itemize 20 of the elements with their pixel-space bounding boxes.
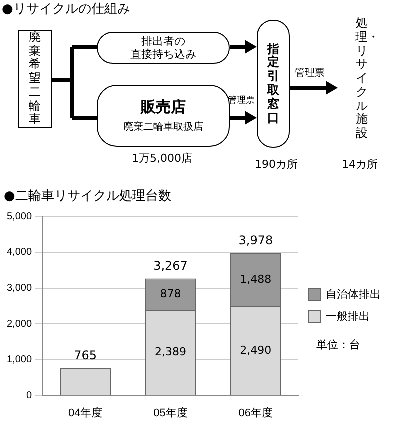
total-label: 3,978 bbox=[238, 233, 274, 248]
data-label: 2,490 bbox=[240, 344, 272, 357]
total-label: 3,267 bbox=[154, 258, 188, 273]
legend-label: 一般排出 bbox=[326, 310, 370, 324]
data-label: 2,389 bbox=[155, 346, 187, 359]
y-tick-label: 1,000 bbox=[6, 354, 32, 366]
x-tick-label: 06年度 bbox=[238, 406, 274, 420]
x-tick-label: 05年度 bbox=[154, 406, 188, 420]
y-tick-label: 5,000 bbox=[6, 211, 32, 222]
y-tick-label: 2,000 bbox=[6, 318, 32, 330]
legend-label: 自治体排出 bbox=[326, 288, 381, 302]
text: 単位：台 bbox=[316, 338, 360, 352]
x-tick-label: 04年度 bbox=[68, 406, 103, 420]
chart-title: ●二輪車リサイクル処理台数 bbox=[4, 189, 172, 204]
y-tick-label: 3,000 bbox=[6, 283, 32, 294]
y-tick-label: 0 bbox=[26, 390, 32, 402]
total-label: 765 bbox=[74, 348, 98, 363]
data-label: 878 bbox=[160, 287, 182, 300]
data-label: 1,488 bbox=[240, 272, 272, 286]
y-tick-label: 4,000 bbox=[6, 247, 32, 258]
